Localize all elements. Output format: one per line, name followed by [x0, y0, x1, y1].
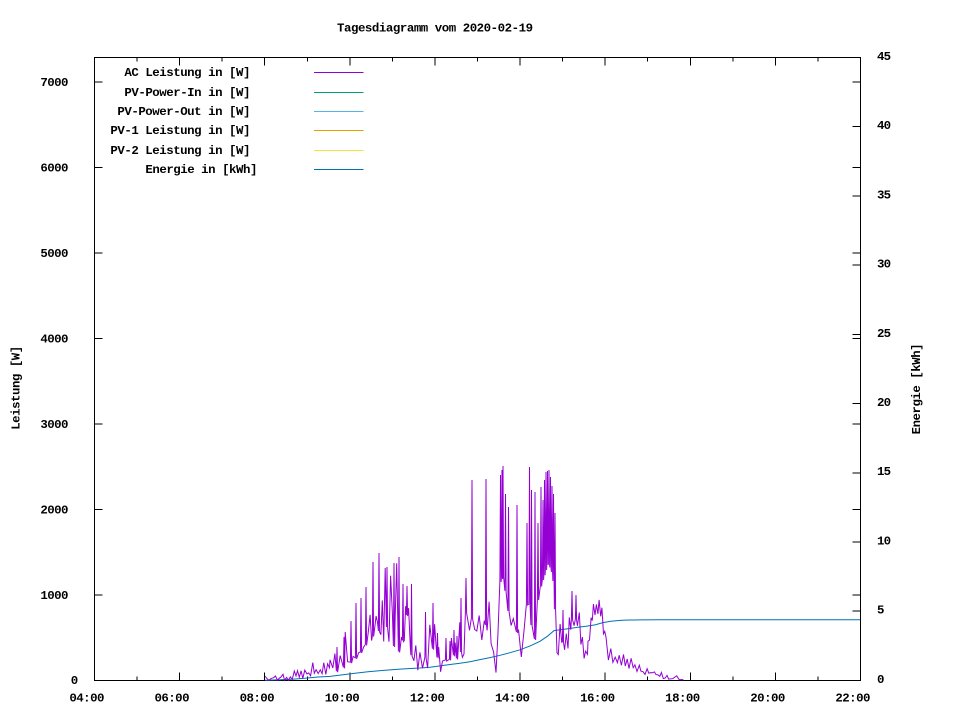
svg-text:PV-Power-In in [W]: PV-Power-In in [W] — [124, 86, 257, 100]
svg-text:20: 20 — [877, 396, 891, 410]
svg-text:Energie [kWh]: Energie [kWh] — [910, 343, 924, 434]
svg-text:45: 45 — [877, 50, 891, 64]
svg-text:18:00: 18:00 — [665, 692, 700, 706]
svg-text:1000: 1000 — [40, 589, 68, 603]
svg-text:PV-2 Leistung in [W]: PV-2 Leistung in [W] — [110, 144, 257, 158]
svg-text:4000: 4000 — [40, 332, 68, 346]
svg-text:22:00: 22:00 — [835, 692, 870, 706]
svg-text:10:00: 10:00 — [325, 692, 360, 706]
svg-text:12:00: 12:00 — [410, 692, 445, 706]
svg-text:20:00: 20:00 — [750, 692, 785, 706]
svg-text:14:00: 14:00 — [495, 692, 530, 706]
svg-text:6000: 6000 — [40, 161, 68, 175]
svg-text:10: 10 — [877, 534, 891, 548]
svg-text:5000: 5000 — [40, 247, 68, 261]
svg-text:PV-1 Leistung in [W]: PV-1 Leistung in [W] — [110, 124, 257, 138]
svg-text:25: 25 — [877, 327, 891, 341]
svg-text:30: 30 — [877, 258, 891, 272]
svg-text:35: 35 — [877, 188, 891, 202]
svg-text:Leistung [W]: Leistung [W] — [10, 346, 24, 430]
svg-text:3000: 3000 — [40, 418, 68, 432]
svg-text:5: 5 — [877, 604, 884, 618]
svg-text:06:00: 06:00 — [155, 692, 190, 706]
svg-text:2000: 2000 — [40, 503, 68, 517]
svg-text:0: 0 — [877, 673, 884, 687]
svg-text:7000: 7000 — [40, 76, 68, 90]
svg-text:AC Leistung in [W]: AC Leistung in [W] — [124, 66, 257, 80]
svg-text:Tagesdiagramm vom 2020-02-19: Tagesdiagramm vom 2020-02-19 — [337, 21, 533, 35]
svg-text:Energie in [kWh]: Energie in [kWh] — [145, 163, 257, 177]
svg-text:16:00: 16:00 — [580, 692, 615, 706]
svg-text:15: 15 — [877, 465, 891, 479]
svg-text:PV-Power-Out in [W]: PV-Power-Out in [W] — [117, 105, 257, 119]
svg-text:08:00: 08:00 — [240, 692, 275, 706]
svg-text:04:00: 04:00 — [69, 692, 104, 706]
svg-text:40: 40 — [877, 119, 891, 133]
svg-text:0: 0 — [71, 674, 78, 688]
